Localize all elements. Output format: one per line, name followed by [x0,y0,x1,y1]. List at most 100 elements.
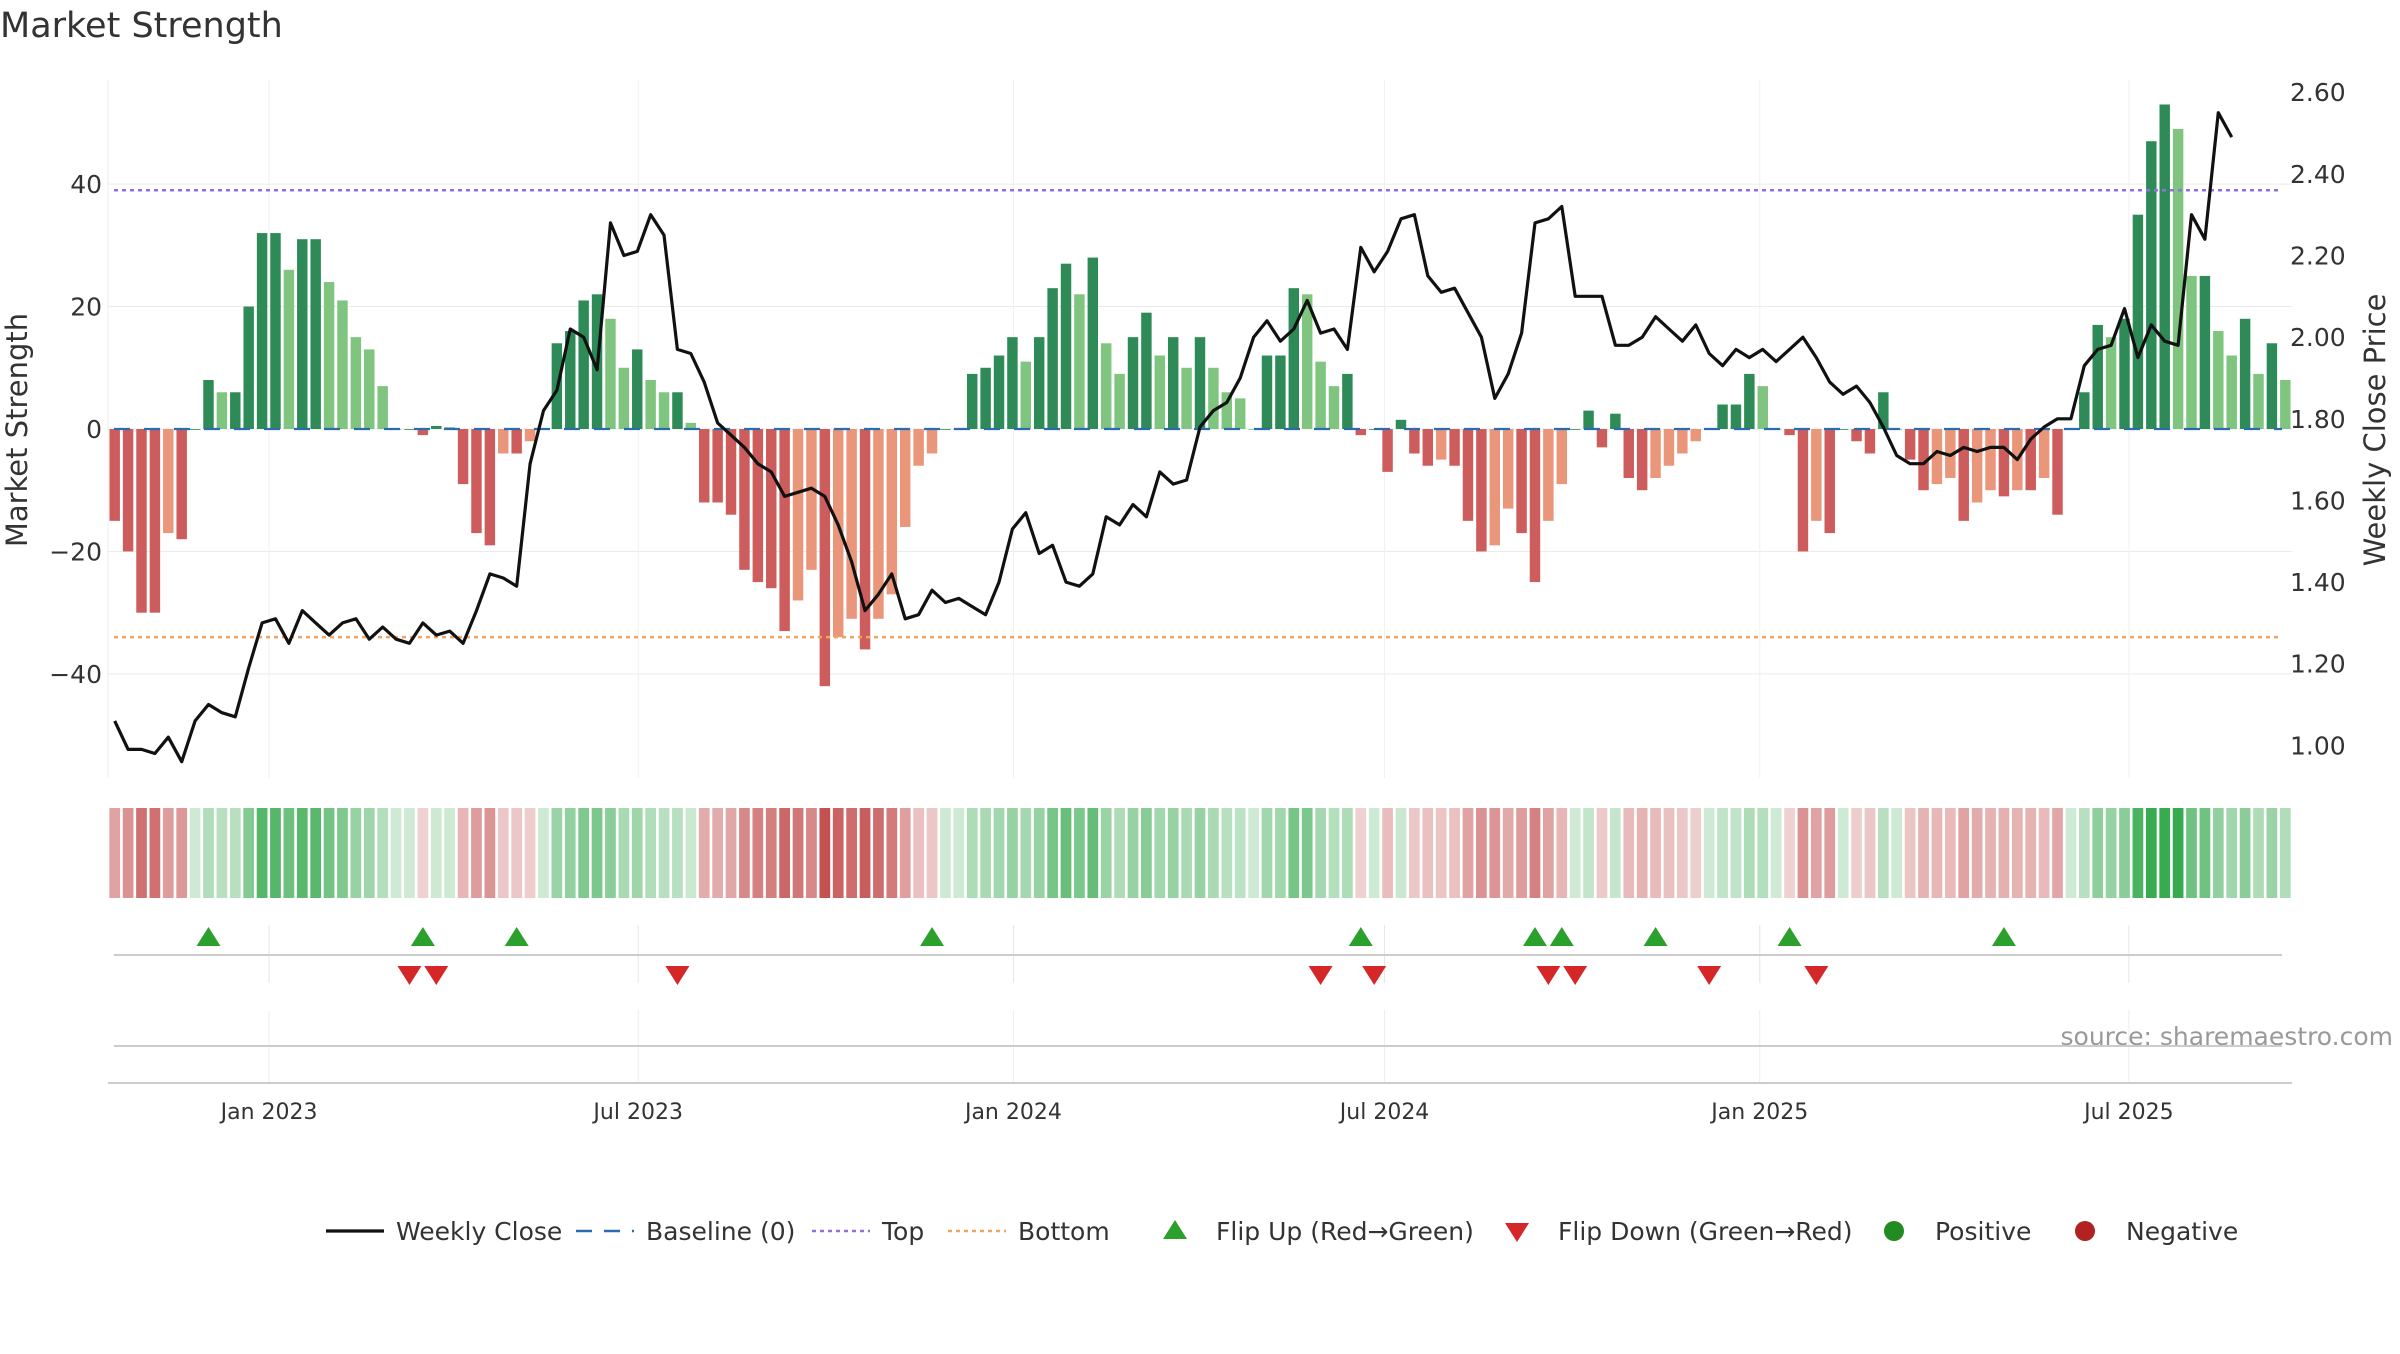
heat-cell [765,808,777,898]
strength-bar [1757,386,1768,429]
heat-cell [1194,808,1206,898]
legend-label: Flip Down (Green→Red) [1558,1217,1853,1246]
heat-cell [1328,808,1340,898]
heat-cell [1998,808,2010,898]
legend-item: Top [812,1217,924,1246]
strength-bar [632,349,643,429]
heat-cell [2025,808,2037,898]
strength-bar [658,392,670,429]
heat-cell [1395,808,1407,898]
strength-bar [2213,331,2224,429]
flip-up-marker [1643,927,1668,946]
heat-cell [390,808,402,898]
heat-cell [658,808,670,898]
y-axis-ticks: −40 −20 0 20 40 [49,170,102,689]
strength-bar [2226,355,2237,429]
strength-bar [2092,324,2103,429]
heat-cell [1583,808,1594,898]
heat-cell [2172,808,2184,898]
strength-bar [1583,410,1594,429]
heat-cell [899,808,911,898]
heat-cell [631,808,643,898]
strength-bar [712,429,723,503]
strength-bar [122,429,134,552]
heat-cell [1703,808,1715,898]
flip-up-marker [1549,927,1574,946]
flip-up-marker [1991,927,2016,946]
heat-cell [980,808,991,898]
heat-cell [685,808,697,898]
strength-bar [926,429,938,454]
heat-cell [993,808,1005,898]
strength-bar [1248,429,1259,430]
strength-bar [1181,367,1192,429]
strength-bar [1435,429,1447,460]
strength-bar [1328,386,1340,429]
strength-bar [1824,429,1835,534]
strength-bar [256,233,268,429]
strength-bar [846,429,857,619]
flip-up-marker [920,927,945,946]
heat-cell [846,808,857,898]
heat-cell [1931,808,1943,898]
strength-bar [618,367,630,429]
heat-cell [618,808,630,898]
strength-bar [1690,429,1701,442]
strength-bar [1677,429,1688,454]
legend-label: Bottom [1018,1217,1110,1246]
strength-bar [1971,429,1983,503]
heat-cell [725,808,737,898]
x-tick-label: Jan 2024 [963,1100,1062,1125]
heat-cell [1904,808,1916,898]
strength-bar [2119,318,2130,429]
flip-up-marker [504,927,529,946]
heat-cell [1489,808,1501,898]
heat-cell [2105,808,2117,898]
heat-cell [2119,808,2130,898]
strength-bar [2105,337,2117,429]
heat-cell [149,808,161,898]
y-axis-label: Market Strength [0,313,34,547]
heat-cell [216,808,228,898]
heat-cell [484,808,496,898]
strength-bar [1529,429,1541,583]
strength-bar [1878,392,1889,429]
heat-cell [859,808,871,898]
strength-bar [2253,373,2264,429]
heat-cell [1596,808,1608,898]
strength-bar [1462,429,1474,521]
strength-bar [900,429,911,527]
strength-bar [1744,373,1755,429]
strength-bar [203,380,214,429]
heat-cell [591,808,603,898]
strength-bar [2186,275,2197,429]
heat-cell [1007,808,1018,898]
strength-bar [1342,373,1353,429]
strength-bar [189,429,201,430]
heat-cell [1248,808,1259,898]
strength-bar [1596,429,1608,448]
x-tick-label: Jul 2025 [2082,1100,2174,1125]
heat-cell [1449,808,1460,898]
strength-bar [1315,361,1326,429]
strength-bar [645,380,656,429]
y-tick-label: −20 [49,537,102,566]
heat-cell [189,808,201,898]
heat-cell [417,808,429,898]
strength-bar [993,355,1005,429]
strength-bar [1663,429,1675,466]
strength-bar [1167,337,1179,429]
strength-bar [1208,367,1219,429]
heat-cell [1891,808,1903,898]
legend-item: Weekly Close [326,1217,562,1246]
heat-cell [1355,808,1367,898]
strength-bar [337,300,348,429]
heat-cell [2279,808,2291,898]
heat-cell [1301,808,1313,898]
strength-bar [1985,429,1996,491]
strength-bar [1355,429,1367,436]
heat-cell [873,808,884,898]
strength-bar [1636,429,1648,491]
heat-cell [1610,808,1621,898]
heat-cell [953,808,965,898]
